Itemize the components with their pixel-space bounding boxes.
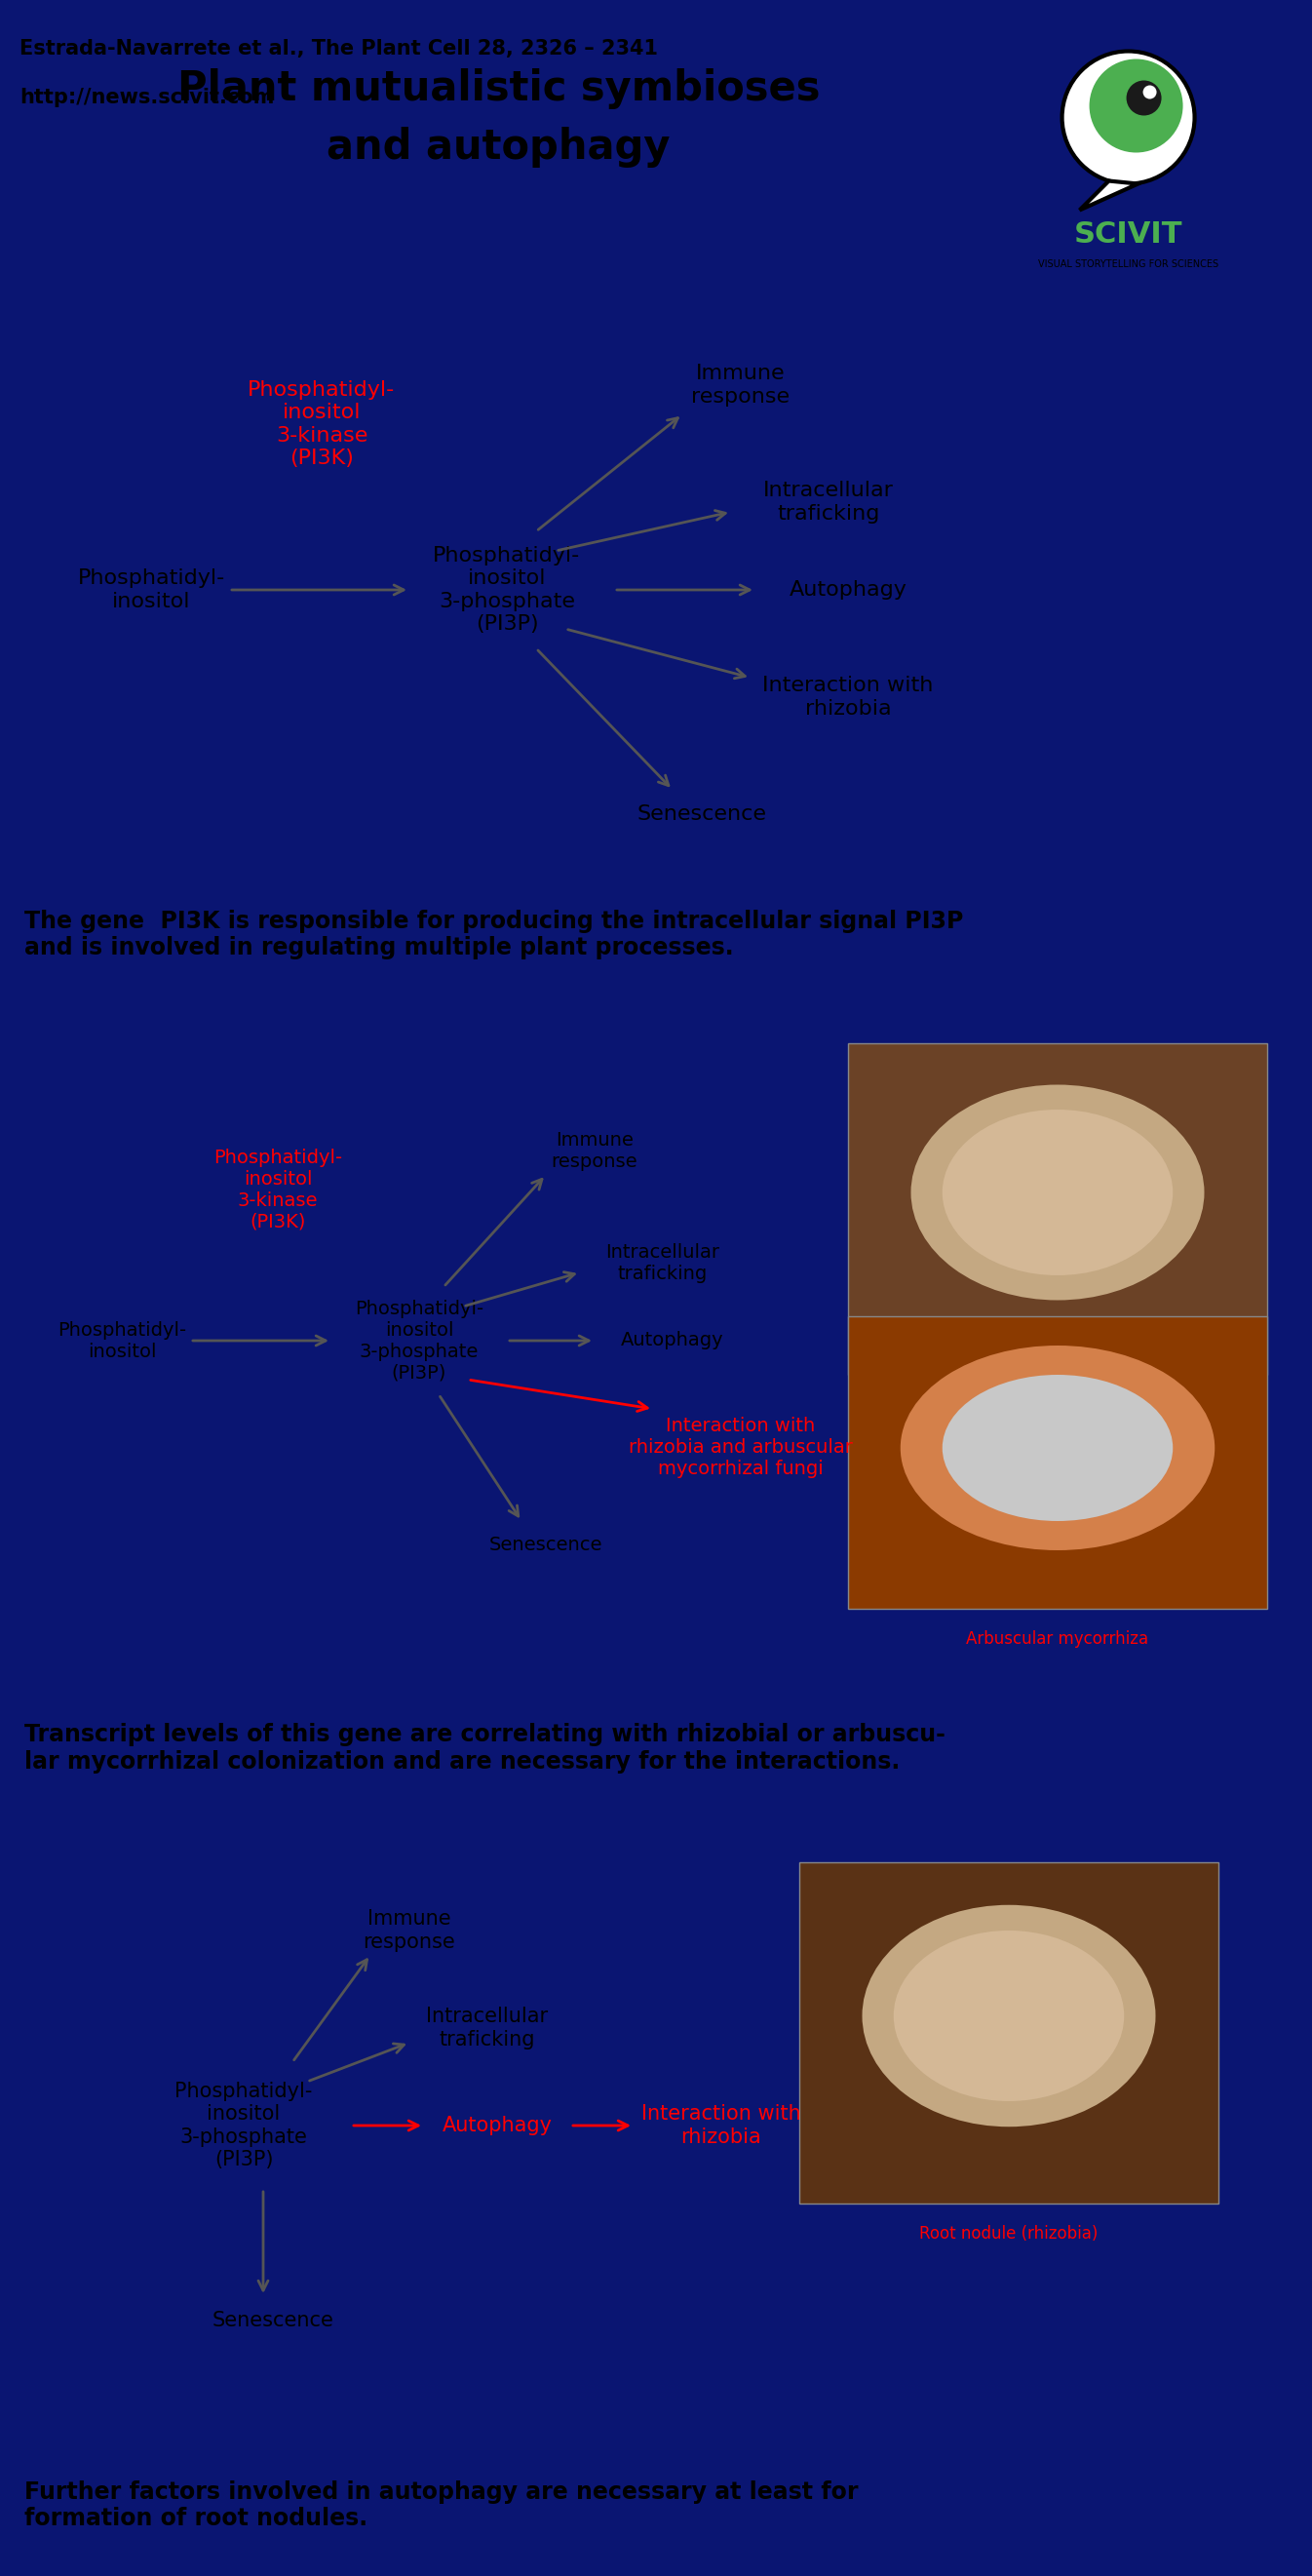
Text: Senescence: Senescence (489, 1535, 602, 1556)
Ellipse shape (942, 1110, 1173, 1275)
Text: Estrada-Navarrete et al., The Plant Cell 28, 2326 – 2341: Estrada-Navarrete et al., The Plant Cell… (20, 39, 657, 59)
Text: http://news.scivit.com: http://news.scivit.com (20, 88, 274, 108)
Ellipse shape (893, 1929, 1124, 2102)
Text: Immune
response: Immune response (363, 1909, 455, 1953)
Circle shape (1089, 59, 1183, 152)
Ellipse shape (911, 1084, 1204, 1301)
Text: Phosphatidyl-
inositol
3-phosphate
(PI3P): Phosphatidyl- inositol 3-phosphate (PI3P… (433, 546, 581, 634)
Ellipse shape (900, 1345, 1215, 1551)
Text: Intracellular
traficking: Intracellular traficking (426, 2007, 548, 2048)
Text: Senescence: Senescence (638, 804, 766, 824)
Text: Interaction with
rhizobia: Interaction with rhizobia (762, 675, 934, 719)
Text: Phosphatidyl-
inositol
3-kinase
(PI3K): Phosphatidyl- inositol 3-kinase (PI3K) (214, 1149, 342, 1231)
Text: and autophagy: and autophagy (327, 126, 670, 167)
Text: Immune
response: Immune response (691, 363, 790, 407)
Text: Phosphatidyl-
inositol: Phosphatidyl- inositol (58, 1321, 186, 1360)
Text: Autophagy: Autophagy (789, 580, 907, 600)
Ellipse shape (942, 1376, 1173, 1520)
Bar (848, 1316, 1267, 1610)
Text: Phosphatidyl-
inositol
3-phosphate
(PI3P): Phosphatidyl- inositol 3-phosphate (PI3P… (174, 2081, 312, 2169)
Text: The gene  PI3K is responsible for producing the intracellular signal PI3P
and is: The gene PI3K is responsible for produci… (25, 909, 963, 961)
Bar (799, 1862, 1219, 2202)
Text: Phosphatidyl-
inositol
3-kinase
(PI3K): Phosphatidyl- inositol 3-kinase (PI3K) (248, 381, 395, 469)
Text: VISUAL STORYTELLING FOR SCIENCES: VISUAL STORYTELLING FOR SCIENCES (1038, 258, 1219, 268)
Bar (848, 1043, 1267, 1376)
Text: Arbuscular mycorrhiza: Arbuscular mycorrhiza (967, 1631, 1149, 1649)
Text: SCIVIT: SCIVIT (1075, 222, 1182, 250)
Text: Plant mutualistic symbioses: Plant mutualistic symbioses (177, 67, 820, 108)
Text: Intracellular
traficking: Intracellular traficking (764, 482, 893, 523)
Text: Phosphatidyl-
inositol
3-phosphate
(PI3P): Phosphatidyl- inositol 3-phosphate (PI3P… (354, 1298, 484, 1383)
Text: Senescence: Senescence (213, 2311, 333, 2331)
Text: Autophagy: Autophagy (621, 1332, 724, 1350)
Circle shape (1143, 85, 1157, 98)
Text: Intracellular
traficking: Intracellular traficking (606, 1242, 720, 1283)
Text: Phosphatidyl-
inositol: Phosphatidyl- inositol (77, 569, 224, 611)
Text: Root nodule (rhizobia): Root nodule (rhizobia) (968, 1396, 1147, 1414)
Text: Interaction with
rhizobia: Interaction with rhizobia (642, 2105, 802, 2146)
Text: Immune
response: Immune response (551, 1131, 638, 1170)
Polygon shape (1080, 180, 1138, 211)
Circle shape (1127, 80, 1161, 116)
Text: Interaction with
rhizobia and arbuscular
mycorrhizal fungi: Interaction with rhizobia and arbuscular… (628, 1417, 853, 1479)
Ellipse shape (862, 1904, 1156, 2128)
Text: Transcript levels of this gene are correlating with rhizobial or arbuscu-
lar my: Transcript levels of this gene are corre… (25, 1723, 946, 1772)
Text: Further factors involved in autophagy are necessary at least for
formation of ro: Further factors involved in autophagy ar… (25, 2481, 858, 2530)
Text: Root nodule (rhizobia): Root nodule (rhizobia) (920, 2226, 1098, 2244)
Text: Autophagy: Autophagy (442, 2115, 552, 2136)
Circle shape (1061, 52, 1195, 183)
